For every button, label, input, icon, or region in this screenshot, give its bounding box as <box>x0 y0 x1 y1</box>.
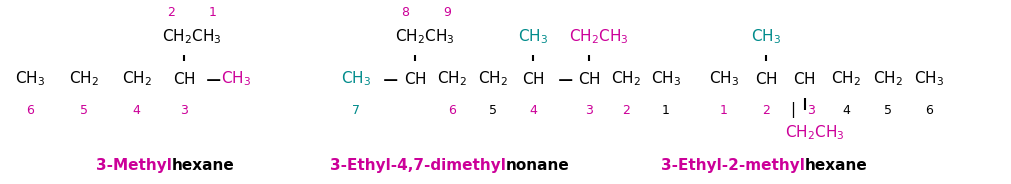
Text: $\mathregular{CH_2}$: $\mathregular{CH_2}$ <box>437 70 467 89</box>
Text: $\mathregular{CH_3}$: $\mathregular{CH_3}$ <box>913 70 943 89</box>
Text: |: | <box>789 102 795 118</box>
Text: 4: 4 <box>132 104 141 117</box>
Text: 4: 4 <box>841 104 849 117</box>
Text: $\mathregular{CH_3}$: $\mathregular{CH_3}$ <box>518 27 548 46</box>
Text: 1: 1 <box>719 104 727 117</box>
Text: $\mathregular{CH_2CH_3}$: $\mathregular{CH_2CH_3}$ <box>163 27 221 46</box>
Text: 3: 3 <box>584 104 592 117</box>
Text: $\mathregular{CH}$: $\mathregular{CH}$ <box>754 71 776 87</box>
Text: $\mathregular{CH_3}$: $\mathregular{CH_3}$ <box>750 27 780 46</box>
Text: nonane: nonane <box>506 158 569 173</box>
Text: 4: 4 <box>529 104 537 117</box>
Text: 5: 5 <box>80 104 88 117</box>
Text: $\mathregular{CH_2}$: $\mathregular{CH_2}$ <box>830 70 860 89</box>
Text: 6: 6 <box>26 104 34 117</box>
Text: $\mathregular{CH}$: $\mathregular{CH}$ <box>793 71 815 87</box>
Text: $\mathregular{CH}$: $\mathregular{CH}$ <box>577 71 600 87</box>
Text: $\mathregular{CH}$: $\mathregular{CH}$ <box>173 71 195 87</box>
Text: $\mathregular{CH}$: $\mathregular{CH}$ <box>522 71 544 87</box>
Text: $\mathregular{CH_2}$: $\mathregular{CH_2}$ <box>121 70 152 89</box>
Text: 3-Ethyl-2-methyl: 3-Ethyl-2-methyl <box>660 158 804 173</box>
Text: $\mathregular{-}$: $\mathregular{-}$ <box>203 69 221 89</box>
Text: $\mathregular{CH_2CH_3}$: $\mathregular{CH_2CH_3}$ <box>569 27 628 46</box>
Text: 3-Methyl: 3-Methyl <box>96 158 172 173</box>
Text: 2: 2 <box>761 104 769 117</box>
Text: $\mathregular{-}$: $\mathregular{-}$ <box>555 69 573 89</box>
Text: 3: 3 <box>180 104 188 117</box>
Text: 9: 9 <box>443 6 451 19</box>
Text: 3-Ethyl-4,7-dimethyl: 3-Ethyl-4,7-dimethyl <box>330 158 506 173</box>
Text: $\mathregular{CH}$: $\mathregular{CH}$ <box>403 71 426 87</box>
Text: 3: 3 <box>806 104 814 117</box>
Text: 8: 8 <box>400 6 408 19</box>
Text: $\mathregular{CH_2}$: $\mathregular{CH_2}$ <box>611 70 641 89</box>
Text: 7: 7 <box>352 104 360 117</box>
Text: $\mathregular{CH_3}$: $\mathregular{CH_3}$ <box>15 70 45 89</box>
Text: $\mathregular{CH_3}$: $\mathregular{CH_3}$ <box>220 70 251 89</box>
Text: hexane: hexane <box>172 158 235 173</box>
Text: 5: 5 <box>488 104 496 117</box>
Text: 1: 1 <box>661 104 669 117</box>
Text: $\mathregular{-}$: $\mathregular{-}$ <box>380 69 398 89</box>
Text: $\mathregular{CH_3}$: $\mathregular{CH_3}$ <box>341 70 371 89</box>
Text: $\mathregular{CH_2}$: $\mathregular{CH_2}$ <box>477 70 508 89</box>
Text: $\mathregular{CH_3}$: $\mathregular{CH_3}$ <box>650 70 680 89</box>
Text: 2: 2 <box>167 6 175 19</box>
Text: 6: 6 <box>448 104 456 117</box>
Text: $\mathregular{CH_3}$: $\mathregular{CH_3}$ <box>708 70 738 89</box>
Text: $\mathregular{CH_2}$: $\mathregular{CH_2}$ <box>871 70 902 89</box>
Text: 6: 6 <box>924 104 932 117</box>
Text: 2: 2 <box>622 104 630 117</box>
Text: hexane: hexane <box>804 158 866 173</box>
Text: $\mathregular{CH_2CH_3}$: $\mathregular{CH_2CH_3}$ <box>395 27 454 46</box>
Text: 1: 1 <box>208 6 216 19</box>
Text: $\mathregular{CH_2CH_3}$: $\mathregular{CH_2CH_3}$ <box>785 123 843 142</box>
Text: $\mathregular{CH_2}$: $\mathregular{CH_2}$ <box>69 70 99 89</box>
Text: 5: 5 <box>883 104 891 117</box>
